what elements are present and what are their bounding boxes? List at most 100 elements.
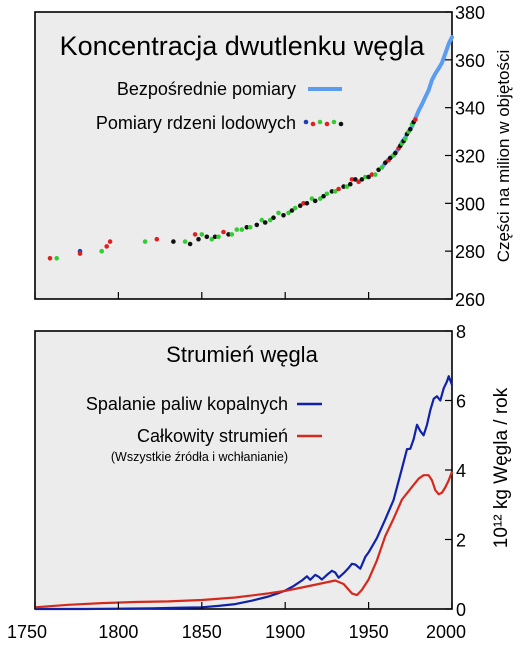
- co2-ice-core-point: [271, 215, 276, 220]
- co2-ice-core-point: [292, 205, 298, 211]
- co2-ice-core-point: [312, 198, 318, 204]
- carbon-flux-panel: Strumień węgla Spalanie paliw kopalnych …: [34, 322, 512, 620]
- co2-y-tick-label: 340: [455, 99, 485, 119]
- legend-ice-core-dot: [338, 121, 344, 127]
- co2-ice-core-point: [376, 167, 381, 173]
- fossil-fuel-burning-line: [35, 375, 454, 611]
- legend-ice-core-dot: [324, 121, 330, 127]
- co2-y-axis-ticks: 260 280 300 320 340 360 380: [445, 3, 485, 310]
- co2-ice-core-point: [216, 234, 221, 240]
- co2-ice-core-point: [332, 189, 338, 194]
- co2-ice-core-point: [393, 150, 398, 156]
- co2-ice-core-point: [309, 196, 315, 201]
- co2-plot-frame: [34, 11, 453, 300]
- co2-ice-core-point: [388, 155, 393, 161]
- co2-ice-core-point: [276, 210, 281, 216]
- co2-ice-core-point: [341, 184, 346, 189]
- x-axis-tick-label: 2000: [426, 622, 466, 642]
- flux-y-tick-label: 8: [456, 322, 466, 342]
- co2-y-tick-label: 320: [455, 147, 485, 167]
- co2-ice-core-point: [329, 189, 335, 194]
- x-axis-tick-label: 1800: [98, 622, 138, 642]
- co2-y-tick-label: 300: [455, 194, 485, 214]
- flux-y-tick-label: 0: [456, 600, 466, 620]
- legend-swatch-ice-core-dots: [303, 119, 344, 127]
- co2-ice-core-point: [171, 239, 176, 244]
- co2-x-axis-ticks: [34, 292, 453, 299]
- co2-ice-core-point: [383, 160, 388, 165]
- flux-y-tick-label: 6: [456, 392, 466, 412]
- co2-ice-core-point: [281, 213, 286, 218]
- co2-ice-core-point: [187, 241, 193, 247]
- flux-x-axis-ticks: [34, 602, 453, 609]
- co2-ice-core-point: [199, 232, 205, 237]
- co2-ice-core-point: [304, 201, 310, 206]
- co2-ice-core-point: [373, 172, 378, 177]
- co2-ice-core-point: [196, 236, 201, 242]
- co2-ice-core-point: [99, 248, 104, 254]
- co2-ice-core-point: [369, 172, 375, 177]
- co2-ice-core-point: [221, 229, 226, 235]
- co2-ice-core-point: [301, 201, 306, 206]
- co2-ice-core-point: [267, 217, 273, 223]
- co2-ice-core-point: [344, 184, 350, 189]
- legend-label-total-flux: Całkowity strumień: [137, 426, 288, 446]
- co2-ice-core-point: [262, 220, 268, 225]
- co2-ice-core-point: [192, 232, 198, 237]
- co2-y-tick-label: 380: [455, 3, 485, 23]
- co2-y-tick-label: 260: [455, 290, 485, 310]
- co2-ice-core-point: [359, 177, 365, 182]
- legend-label-total-flux-subtitle: (Wszystkie źródła i wchłanianie): [111, 450, 288, 464]
- co2-ice-core-point: [297, 203, 303, 208]
- flux-plot-frame: [34, 330, 453, 610]
- co2-ice-core-point: [182, 239, 188, 244]
- co2-ice-core-point: [286, 210, 291, 216]
- co2-ice-core-point: [353, 177, 358, 182]
- co2-ice-core-point: [229, 232, 235, 237]
- x-axis-tick-label: 1900: [265, 622, 305, 642]
- co2-ice-core-point: [209, 236, 215, 242]
- legend-ice-core-dot: [303, 119, 309, 125]
- legend-ice-core-dot: [317, 119, 323, 125]
- flux-series-layer: [34, 375, 454, 611]
- co2-ice-core-point: [348, 181, 353, 187]
- co2-ice-core-point: [234, 227, 240, 232]
- flux-legend: Spalanie paliw kopalnych Całkowity strum…: [86, 394, 322, 464]
- total-flux-line: [34, 471, 454, 609]
- co2-y-axis-label: Części na milion w objętości: [494, 50, 513, 263]
- co2-ice-core-point: [104, 244, 109, 249]
- flux-y-axis-ticks: 0 2 4 6 8: [445, 322, 466, 620]
- x-axis-tick-label: 1950: [349, 622, 389, 642]
- legend-ice-core-dot: [331, 119, 337, 125]
- x-axis-tick-label: 1750: [7, 622, 47, 642]
- co2-ice-core-point: [77, 251, 83, 256]
- flux-y-tick-label: 2: [456, 531, 466, 551]
- legend-label-fossil-fuel-burning: Spalanie paliw kopalnych: [86, 394, 288, 414]
- co2-ice-core-point: [259, 217, 265, 223]
- legend-label-direct-measurements: Bezpośrednie pomiary: [117, 79, 296, 99]
- co2-legend: Bezpośrednie pomiary Pomiary rdzeni lodo…: [96, 79, 344, 133]
- co2-concentration-panel: Koncentracja dwutlenku węgla Bezpośredni…: [34, 3, 513, 310]
- co2-ice-core-point: [54, 255, 59, 261]
- co2-ice-core-point: [403, 136, 408, 142]
- co2-ice-core-point: [379, 165, 385, 170]
- co2-ice-core-point: [239, 227, 245, 232]
- co2-ice-core-point: [254, 222, 260, 228]
- x-axis-tick-label: 1850: [182, 622, 222, 642]
- co2-ice-core-point: [212, 234, 218, 240]
- co2-ice-core-point: [408, 126, 413, 132]
- co2-ice-core-points-layer: [47, 117, 418, 261]
- co2-ice-core-point: [366, 174, 371, 180]
- co2-ice-core-point: [413, 117, 418, 122]
- co2-ice-core-point: [324, 191, 330, 197]
- co2-ice-core-point: [356, 179, 361, 185]
- co2-ice-core-point: [154, 236, 160, 242]
- co2-ice-core-point: [244, 225, 250, 230]
- co2-y-tick-label: 280: [455, 242, 485, 262]
- co2-chart-title: Koncentracja dwutlenku węgla: [60, 31, 426, 61]
- co2-ice-core-point: [336, 186, 341, 192]
- co2-ice-core-point: [349, 177, 355, 182]
- co2-ice-core-point: [321, 193, 326, 199]
- co2-ice-core-point: [226, 232, 231, 237]
